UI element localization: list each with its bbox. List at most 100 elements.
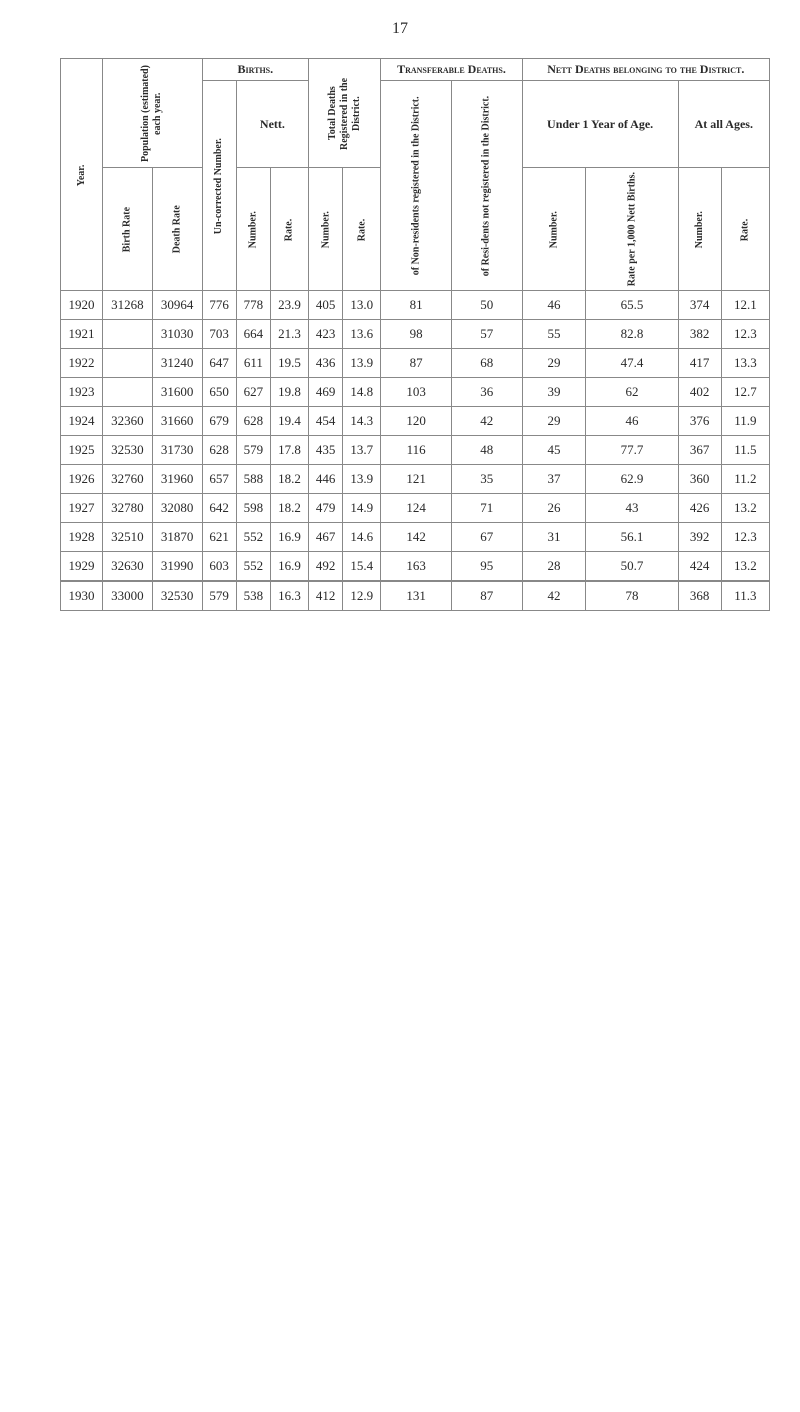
total-cell-nett_num: 538 [236,581,270,611]
col-all-ages: At all Ages. [678,81,769,168]
cell-td_num: 405 [309,291,343,320]
cell-death_rate: 31960 [152,465,202,494]
cell-aa_num: 417 [678,349,721,378]
cell-nett_rate: 23.9 [270,291,308,320]
cell-nett_num: 552 [236,552,270,582]
col-total-deaths: Total Deaths Registered in the District. [309,59,381,168]
table-row: 1920312683096477677823.940513.081504665.… [61,291,770,320]
cell-td_rate: 13.6 [343,320,381,349]
cell-td_rate: 13.0 [343,291,381,320]
cell-year: 1929 [61,552,103,582]
cell-td_rate: 14.3 [343,407,381,436]
cell-year: 1920 [61,291,103,320]
col-under1: Under 1 Year of Age. [522,81,678,168]
cell-res: 57 [451,320,522,349]
cell-unc: 679 [202,407,236,436]
cell-u1_rate: 56.1 [586,523,678,552]
cell-aa_num: 376 [678,407,721,436]
total-cell-nonres: 131 [381,581,452,611]
cell-nett_num: 552 [236,523,270,552]
cell-nett_rate: 17.8 [270,436,308,465]
cell-aa_rate: 13.3 [721,349,769,378]
cell-nett_rate: 19.5 [270,349,308,378]
cell-unc: 603 [202,552,236,582]
cell-death_rate: 31240 [152,349,202,378]
cell-unc: 647 [202,349,236,378]
cell-nett_num: 598 [236,494,270,523]
cell-aa_num: 360 [678,465,721,494]
cell-death_rate: 31660 [152,407,202,436]
col-nett: Nett. [236,81,308,168]
cell-td_rate: 14.9 [343,494,381,523]
total-cell-aa_num: 368 [678,581,721,611]
cell-aa_rate: 12.7 [721,378,769,407]
col-nonresidents: of Non-residents registered in the Distr… [381,81,452,291]
cell-nett_rate: 19.8 [270,378,308,407]
cell-death_rate: 31990 [152,552,202,582]
col-births: Births. [202,59,308,81]
cell-year: 1923 [61,378,103,407]
cell-u1_num: 55 [522,320,586,349]
total-cell-u1_num: 42 [522,581,586,611]
cell-nett_num: 664 [236,320,270,349]
cell-nett_num: 579 [236,436,270,465]
cell-u1_num: 46 [522,291,586,320]
cell-nonres: 142 [381,523,452,552]
cell-u1_rate: 65.5 [586,291,678,320]
cell-birth_rate [102,378,152,407]
cell-res: 48 [451,436,522,465]
cell-year: 1928 [61,523,103,552]
cell-td_num: 469 [309,378,343,407]
table-row: 19233160065062719.846914.810336396240212… [61,378,770,407]
cell-death_rate: 32080 [152,494,202,523]
cell-td_rate: 13.9 [343,465,381,494]
cell-td_num: 446 [309,465,343,494]
cell-aa_num: 402 [678,378,721,407]
cell-birth_rate: 32760 [102,465,152,494]
cell-nett_rate: 18.2 [270,494,308,523]
total-cell-year: 1930 [61,581,103,611]
cell-aa_num: 392 [678,523,721,552]
cell-res: 95 [451,552,522,582]
cell-td_num: 436 [309,349,343,378]
cell-u1_rate: 77.7 [586,436,678,465]
cell-nett_num: 588 [236,465,270,494]
cell-u1_rate: 82.8 [586,320,678,349]
cell-u1_num: 29 [522,407,586,436]
cell-nonres: 116 [381,436,452,465]
col-td-number: Number. [309,168,343,291]
cell-aa_rate: 11.5 [721,436,769,465]
cell-u1_rate: 43 [586,494,678,523]
cell-aa_rate: 11.9 [721,407,769,436]
col-u1-rate: Rate per 1,000 Nett Births. [586,168,678,291]
cell-unc: 628 [202,436,236,465]
cell-death_rate: 30964 [152,291,202,320]
cell-unc: 621 [202,523,236,552]
cell-td_rate: 15.4 [343,552,381,582]
cell-birth_rate [102,349,152,378]
col-population: Population (estimated) each year. [102,59,202,168]
cell-nonres: 120 [381,407,452,436]
total-cell-td_rate: 12.9 [343,581,381,611]
cell-td_num: 492 [309,552,343,582]
total-cell-death_rate: 32530 [152,581,202,611]
cell-td_num: 435 [309,436,343,465]
cell-aa_rate: 11.2 [721,465,769,494]
cell-aa_num: 382 [678,320,721,349]
cell-nett_rate: 21.3 [270,320,308,349]
total-cell-aa_rate: 11.3 [721,581,769,611]
cell-u1_rate: 62.9 [586,465,678,494]
col-aa-number: Number. [678,168,721,291]
cell-res: 42 [451,407,522,436]
cell-td_rate: 13.9 [343,349,381,378]
table-row: 1924323603166067962819.445414.3120422946… [61,407,770,436]
table-row: 1926327603196065758818.244613.9121353762… [61,465,770,494]
cell-death_rate: 31870 [152,523,202,552]
cell-td_rate: 14.8 [343,378,381,407]
cell-u1_num: 45 [522,436,586,465]
cell-nett_num: 611 [236,349,270,378]
cell-aa_rate: 12.3 [721,320,769,349]
cell-year: 1922 [61,349,103,378]
col-transferable: Transferable Deaths. [381,59,522,81]
cell-nett_num: 627 [236,378,270,407]
